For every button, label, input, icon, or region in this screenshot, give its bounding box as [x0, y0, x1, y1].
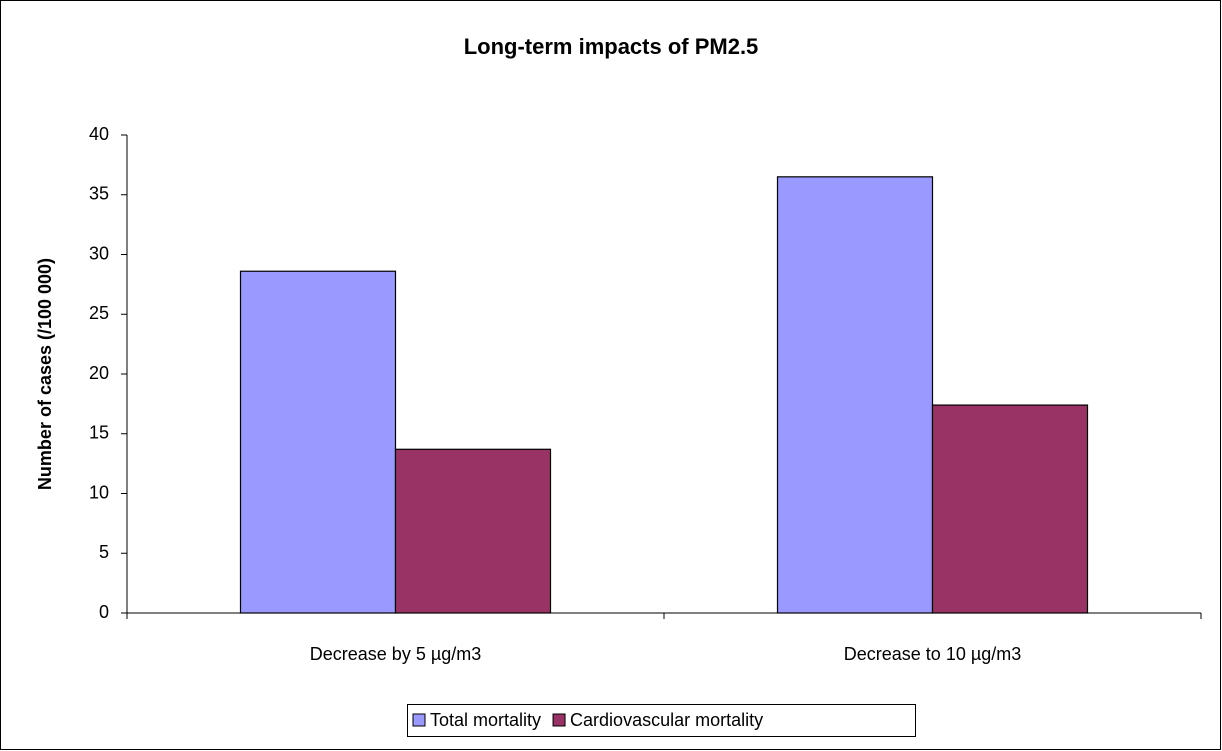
y-tick-label: 25 — [89, 303, 109, 323]
y-tick-label: 5 — [99, 542, 109, 562]
x-tick-label: Decrease to 10 µg/m3 — [844, 644, 1021, 664]
y-tick-label: 15 — [89, 423, 109, 443]
legend-box — [407, 704, 916, 737]
y-tick-label: 35 — [89, 184, 109, 204]
bar — [931, 404, 1089, 614]
y-tick-label: 10 — [89, 482, 109, 502]
legend-swatch — [552, 713, 566, 727]
chart-title: Long-term impacts of PM2.5 — [464, 34, 759, 59]
y-tick-label: 40 — [89, 124, 109, 144]
legend-label: Total mortality — [430, 710, 541, 730]
y-tick-label: 30 — [89, 243, 109, 263]
y-tick-label: 20 — [89, 363, 109, 383]
x-tick-label: Decrease by 5 µg/m3 — [310, 644, 481, 664]
bar — [394, 448, 552, 614]
bar — [239, 270, 397, 614]
y-axis-label: Number of cases (/100 000) — [35, 258, 55, 490]
bar — [776, 176, 934, 614]
legend-label: Cardiovascular mortality — [570, 710, 763, 730]
y-tick-label: 0 — [99, 602, 109, 622]
legend-swatch — [412, 713, 426, 727]
